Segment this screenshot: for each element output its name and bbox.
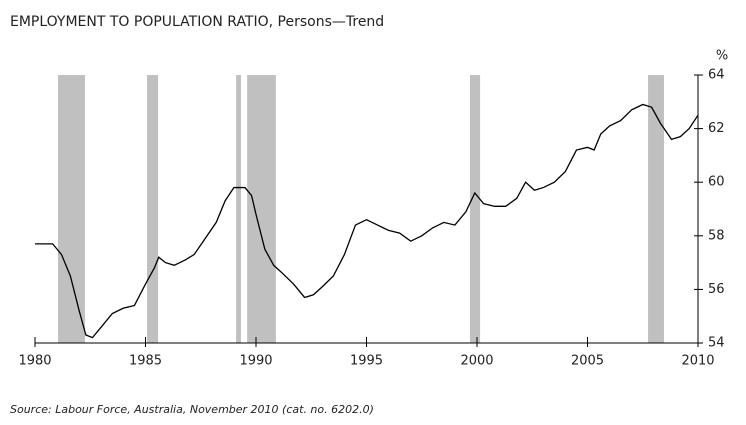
y-unit: % [716,49,728,64]
y-tick-label: 58 [708,228,725,243]
data-line [35,103,699,339]
source-note: Source: Labour Force, Australia, Novembe… [10,403,374,416]
x-tick-label: 1995 [350,354,383,369]
shaded-period [147,75,159,343]
x-tick-label: 1980 [18,354,51,369]
shaded-period [57,75,85,343]
shaded-period [648,75,664,343]
x-tick-label: 2010 [681,354,714,369]
y-tick-label: 60 [708,175,725,190]
y-tick-label: 54 [708,336,725,351]
y-tick-label: 64 [708,68,725,83]
x-tick-label: 2000 [460,354,493,369]
y-tick-label: 62 [708,121,725,136]
shaded-period [469,75,481,343]
shaded-period [236,75,241,343]
shaded-period [247,75,276,343]
x-tick-label: 2005 [571,354,604,369]
x-tick-label: 1990 [239,354,272,369]
chart-title: EMPLOYMENT TO POPULATION RATIO, Persons—… [10,14,384,30]
x-tick-label: 1985 [129,354,162,369]
y-tick-label: 56 [708,282,725,297]
